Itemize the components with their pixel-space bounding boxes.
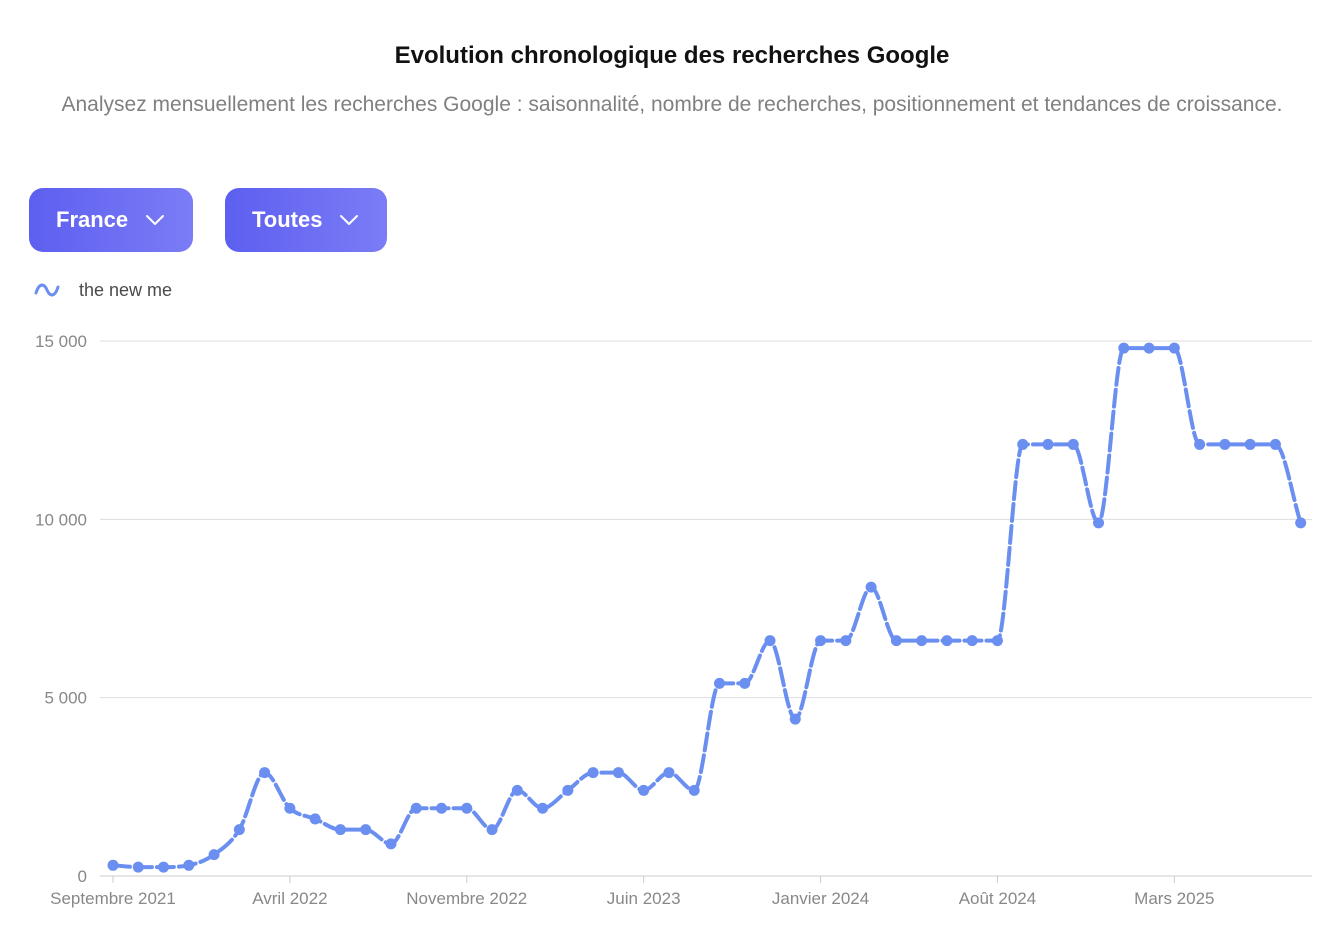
data-point	[1194, 438, 1206, 450]
data-point	[259, 767, 271, 779]
data-point	[815, 635, 827, 647]
y-tick-label: 10 000	[35, 510, 87, 529]
data-point	[183, 859, 195, 871]
type-dropdown[interactable]: Toutes	[225, 188, 387, 252]
x-tick-label: Juin 2023	[607, 889, 681, 908]
data-point	[1017, 438, 1029, 450]
y-tick-label: 15 000	[35, 332, 87, 351]
data-point	[132, 861, 144, 873]
legend-series-label: the new me	[79, 279, 173, 300]
chevron-down-icon	[340, 215, 359, 225]
data-point	[1093, 517, 1105, 529]
x-tick-label: Janvier 2024	[772, 889, 869, 908]
y-tick-label: 5 000	[44, 689, 87, 708]
data-point	[916, 635, 928, 647]
type-dropdown-label: Toutes	[252, 207, 323, 232]
data-point	[890, 635, 902, 647]
data-point	[107, 859, 119, 871]
data-point	[713, 677, 725, 689]
data-point	[284, 802, 296, 814]
data-point	[537, 802, 549, 814]
data-point	[941, 635, 953, 647]
data-point	[1269, 438, 1281, 450]
data-point	[739, 677, 751, 689]
data-point	[1219, 438, 1231, 450]
data-point	[511, 784, 523, 796]
data-point	[1118, 342, 1130, 354]
chart-legend[interactable]: the new me	[34, 279, 172, 301]
series-line	[111, 346, 1303, 870]
data-point	[461, 802, 473, 814]
data-point	[663, 767, 675, 779]
x-tick-label: Septembre 2021	[50, 889, 176, 908]
data-point	[410, 802, 422, 814]
data-point	[1168, 342, 1180, 354]
x-tick-label: Mars 2025	[1134, 889, 1214, 908]
data-point	[865, 581, 877, 593]
wave-icon	[34, 283, 60, 297]
data-point	[991, 635, 1003, 647]
x-tick-label: Avril 2022	[252, 889, 327, 908]
data-point	[1143, 342, 1155, 354]
data-point	[562, 784, 574, 796]
data-point	[360, 824, 372, 836]
data-point	[966, 635, 978, 647]
data-point	[1244, 438, 1256, 450]
data-point	[612, 767, 624, 779]
data-point	[233, 824, 245, 836]
data-point	[789, 713, 801, 725]
data-point	[764, 635, 776, 647]
data-point	[587, 767, 599, 779]
data-point	[486, 824, 498, 836]
data-point	[1067, 438, 1079, 450]
x-tick-label: Novembre 2022	[406, 889, 527, 908]
chart-title: Evolution chronologique des recherches G…	[394, 42, 950, 69]
country-dropdown-label: France	[56, 207, 129, 232]
data-point	[1042, 438, 1054, 450]
data-point	[334, 824, 346, 836]
country-dropdown[interactable]: France	[29, 188, 193, 252]
data-point	[638, 784, 650, 796]
data-point	[385, 838, 397, 850]
data-point	[1295, 517, 1307, 529]
x-tick-label: Août 2024	[959, 889, 1037, 908]
data-point	[840, 635, 852, 647]
data-point	[309, 813, 321, 825]
data-point	[158, 861, 170, 873]
data-point	[436, 802, 448, 814]
chart-subtitle: Analysez mensuellement les recherches Go…	[61, 93, 1283, 116]
y-tick-label: 0	[78, 867, 87, 886]
data-point	[208, 849, 220, 861]
chevron-down-icon	[146, 215, 165, 225]
data-point	[688, 784, 700, 796]
